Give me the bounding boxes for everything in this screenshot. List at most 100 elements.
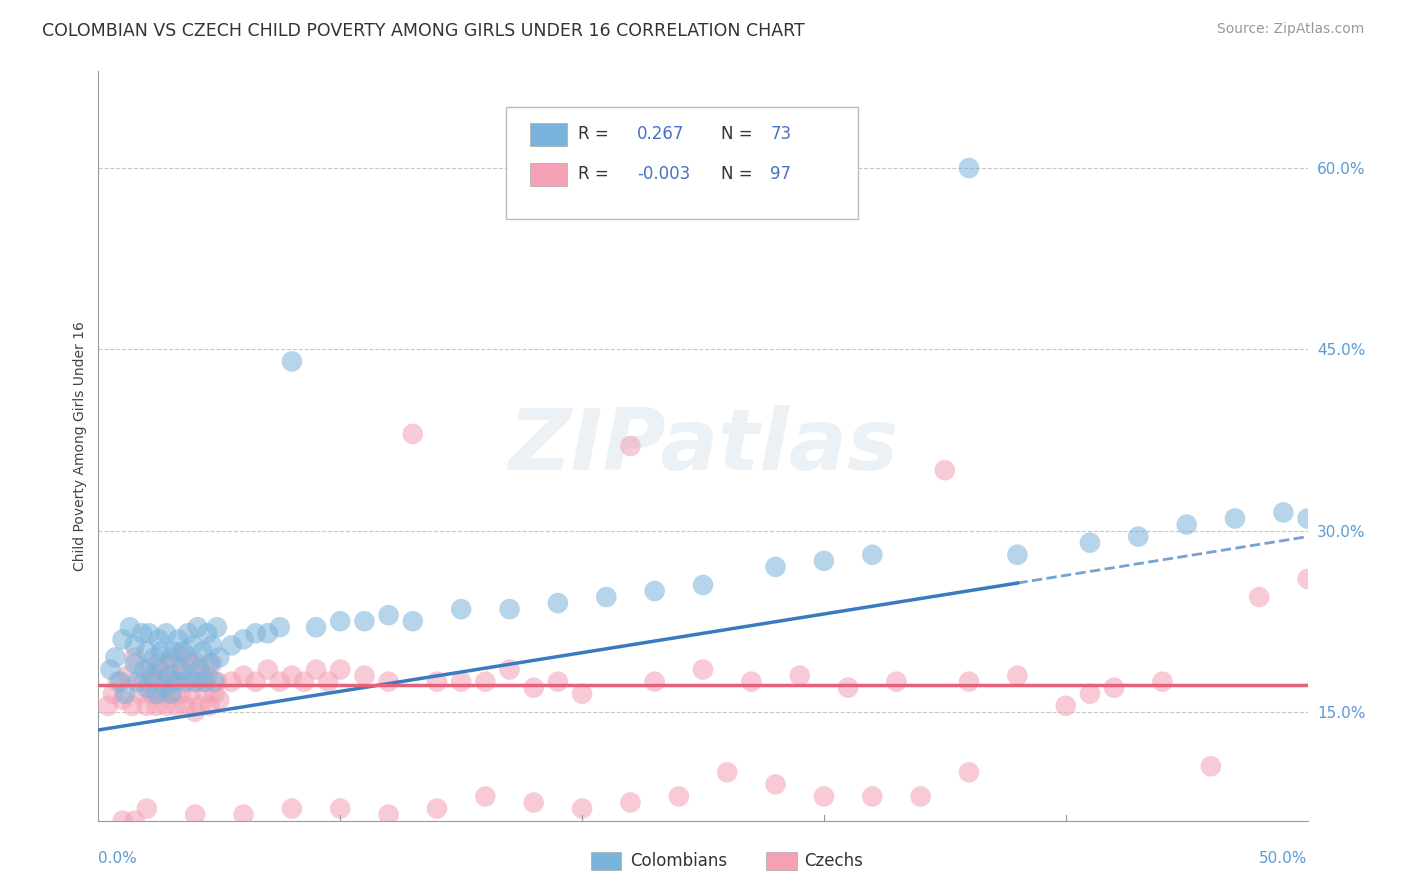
Point [172, 668, 194, 682]
Point [135, 801, 157, 815]
Point [134, 674, 156, 689]
Point [316, 674, 339, 689]
Y-axis label: Child Poverty Among Girls Under 16: Child Poverty Among Girls Under 16 [73, 321, 87, 571]
Point [402, 426, 425, 441]
Point [644, 674, 666, 689]
Point [165, 698, 187, 713]
Point [204, 674, 226, 689]
Point [143, 650, 166, 665]
Point [377, 674, 399, 689]
Point [169, 687, 191, 701]
Point [141, 668, 163, 682]
Point [269, 620, 291, 634]
Point [269, 674, 291, 689]
Point [135, 644, 157, 658]
Point [167, 650, 190, 665]
Point [194, 687, 217, 701]
Text: R =: R = [578, 165, 609, 183]
Point [571, 801, 593, 815]
Point [195, 668, 218, 682]
Point [450, 674, 472, 689]
Point [138, 626, 160, 640]
Point [813, 554, 835, 568]
Point [1296, 572, 1319, 586]
Point [523, 796, 546, 810]
Point [329, 663, 352, 677]
Point [377, 807, 399, 822]
Text: Colombians: Colombians [630, 852, 727, 870]
Point [172, 644, 194, 658]
Text: 0.267: 0.267 [637, 125, 685, 143]
Point [169, 663, 191, 677]
Point [174, 674, 197, 689]
Point [145, 687, 167, 701]
Point [138, 663, 160, 677]
Text: 73: 73 [770, 125, 792, 143]
Point [191, 644, 214, 658]
Point [191, 674, 214, 689]
Point [135, 698, 157, 713]
Point [860, 548, 883, 562]
Point [765, 777, 787, 791]
Point [644, 584, 666, 599]
Point [1249, 590, 1271, 604]
Point [111, 632, 134, 647]
Point [547, 596, 569, 610]
Point [145, 698, 167, 713]
Point [547, 674, 569, 689]
Point [117, 668, 139, 682]
Point [128, 687, 150, 701]
Point [187, 657, 209, 671]
Point [1078, 535, 1101, 549]
Point [179, 657, 201, 671]
Point [195, 626, 218, 640]
Point [184, 674, 207, 689]
Point [100, 663, 122, 677]
Point [187, 620, 209, 634]
Point [837, 681, 859, 695]
Point [329, 614, 352, 628]
Point [181, 639, 204, 653]
Point [143, 674, 166, 689]
Point [668, 789, 690, 804]
Point [162, 644, 184, 658]
Point [124, 650, 146, 665]
Point [1152, 674, 1174, 689]
Text: R =: R = [578, 125, 609, 143]
Point [692, 578, 714, 592]
Point [162, 668, 184, 682]
Point [111, 693, 134, 707]
Point [148, 663, 170, 677]
Point [245, 674, 267, 689]
Point [155, 626, 177, 640]
Point [97, 698, 120, 713]
Point [232, 632, 254, 647]
Point [1272, 506, 1295, 520]
Point [934, 463, 956, 477]
Point [474, 789, 496, 804]
Point [198, 657, 221, 671]
Point [121, 698, 143, 713]
Point [155, 698, 177, 713]
Point [377, 608, 399, 623]
Point [305, 663, 328, 677]
Point [198, 698, 221, 713]
Text: Source: ZipAtlas.com: Source: ZipAtlas.com [1216, 22, 1364, 37]
Point [474, 674, 496, 689]
Point [789, 668, 811, 682]
Point [205, 674, 228, 689]
Point [957, 674, 980, 689]
Point [181, 674, 204, 689]
Point [184, 705, 207, 719]
Point [292, 674, 315, 689]
Point [131, 626, 153, 640]
Point [305, 620, 328, 634]
Point [1102, 681, 1125, 695]
Point [886, 674, 908, 689]
Point [498, 663, 520, 677]
Point [141, 687, 163, 701]
Point [692, 663, 714, 677]
Point [716, 765, 738, 780]
Point [124, 639, 146, 653]
Point [114, 687, 136, 701]
